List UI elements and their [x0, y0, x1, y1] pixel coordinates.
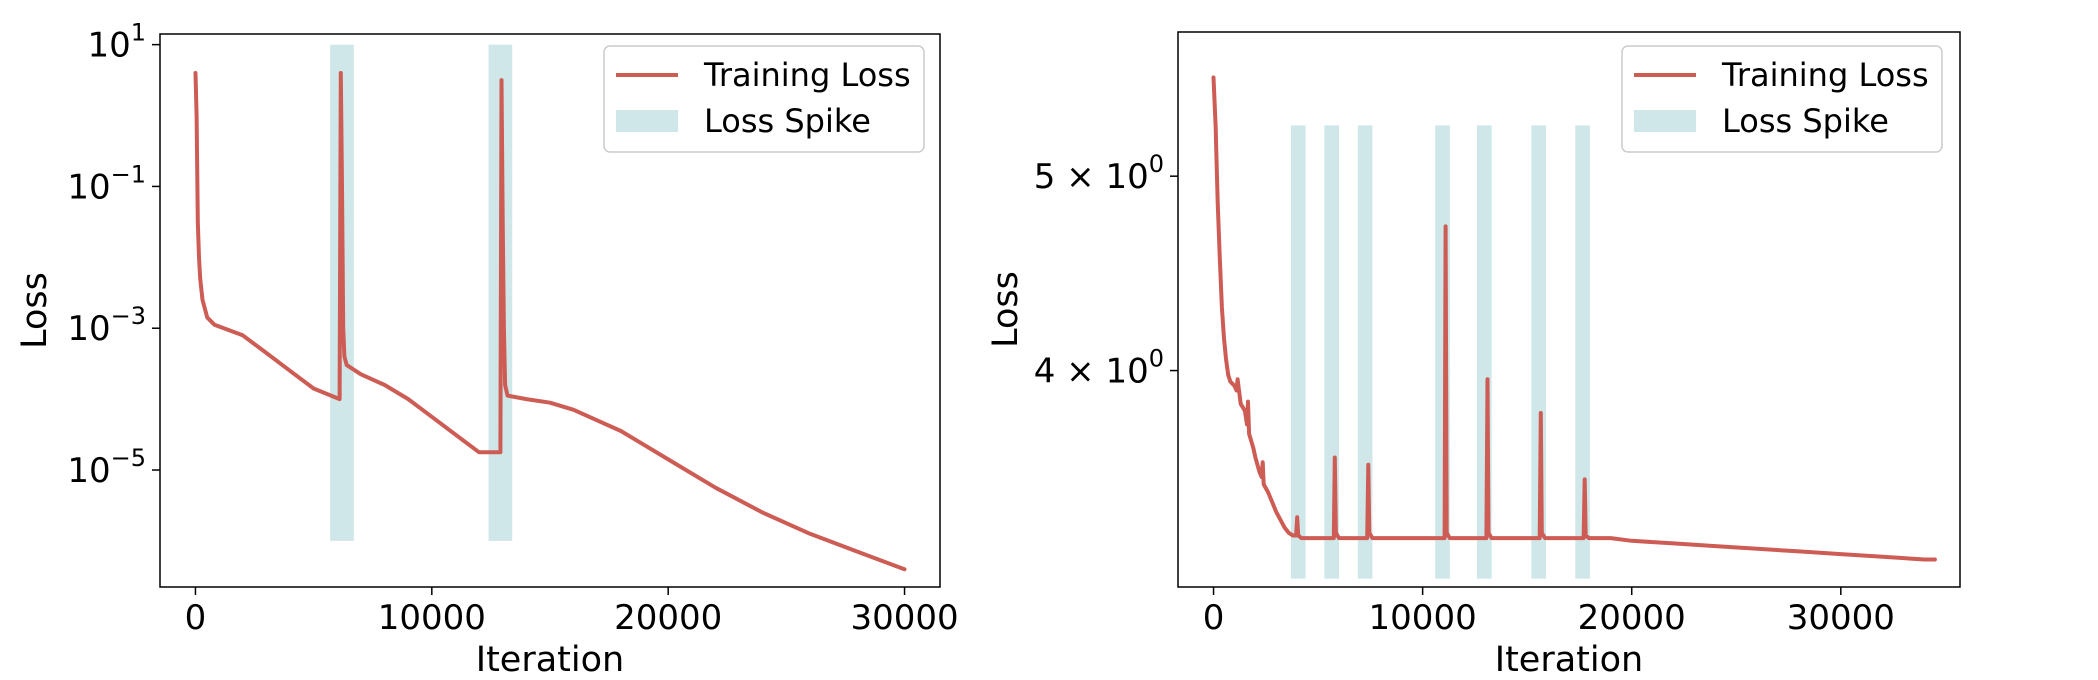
legend-label-training-loss: Training Loss — [703, 56, 911, 94]
y-tick-label: 4 × 100 — [1034, 345, 1164, 392]
x-tick-label: 30000 — [850, 598, 958, 638]
x-tick-label: 20000 — [1578, 598, 1686, 638]
y-tick-label: 10−3 — [67, 302, 146, 349]
training-loss-line — [1211, 75, 1937, 562]
x-tick-label: 0 — [1203, 598, 1225, 638]
x-axis-label: Iteration — [476, 640, 624, 680]
legend-label-loss-spike: Loss Spike — [1722, 102, 1889, 140]
y-tick-label: 101 — [87, 19, 146, 66]
legend-patch-swatch — [1634, 110, 1696, 132]
y-axis-label: Loss — [15, 272, 55, 349]
x-tick-label: 0 — [185, 598, 207, 638]
legend-label-training-loss: Training Loss — [1721, 56, 1929, 94]
right-chart: 0 10000 20000 30000 5 × 100 4 × 100 Iteration L… — [986, 31, 1961, 680]
y-tick-label: 10−1 — [67, 160, 146, 207]
x-tick-label: 10000 — [378, 598, 486, 638]
y-tick-label: 5 × 100 — [1034, 150, 1164, 197]
legend-label-loss-spike: Loss Spike — [704, 102, 871, 140]
x-tick-label: 20000 — [614, 598, 722, 638]
legend-box — [1621, 45, 1943, 153]
loss-spike-region — [1575, 125, 1590, 579]
x-tick-label: 30000 — [1787, 598, 1895, 638]
legend-patch-swatch — [616, 110, 678, 132]
plot-frame — [1177, 31, 1961, 588]
training-loss-line — [193, 71, 907, 572]
legend: Training Loss Loss Spike — [1621, 45, 1943, 153]
y-tick-label: 10−5 — [67, 444, 146, 491]
plot-frame — [159, 33, 941, 588]
left-chart: 0 10000 20000 30000 101 10−1 10−3 10−5 Iteration… — [15, 19, 959, 680]
legend: Training Loss Loss Spike — [603, 45, 925, 153]
x-tick-label: 10000 — [1369, 598, 1477, 638]
x-axis-label: Iteration — [1495, 640, 1643, 680]
y-axis-label: Loss — [986, 271, 1026, 348]
legend-box — [603, 45, 925, 153]
loss-spike-region — [1290, 125, 1306, 579]
